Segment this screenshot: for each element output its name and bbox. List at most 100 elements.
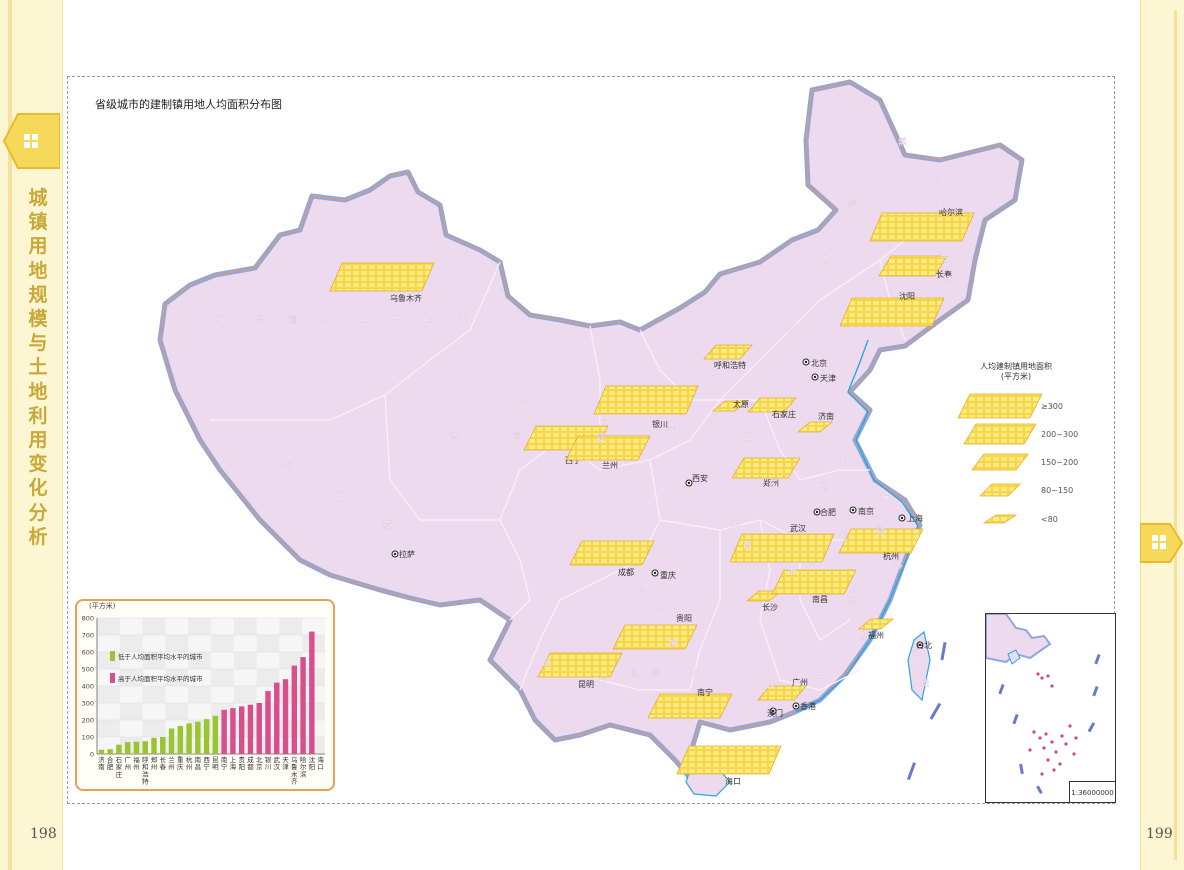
province-char: 内	[820, 253, 829, 265]
city-label: 贵阳	[676, 613, 692, 623]
city-0: 乌鲁木齐	[329, 262, 435, 303]
legend-symbol	[982, 514, 1018, 524]
province-char: 疆	[288, 315, 297, 326]
area-symbol	[838, 528, 924, 554]
city-label: 北京	[811, 358, 827, 368]
city-31: 澳门	[767, 707, 783, 718]
province-char: 东	[690, 667, 699, 679]
plot-checker	[165, 635, 189, 652]
plot-checker	[256, 669, 280, 686]
province-char: 徽	[876, 525, 885, 537]
province-char: 自	[542, 656, 551, 668]
city-26: 福州	[857, 618, 895, 640]
legend-title-text: 人均建制镇用地面积	[980, 362, 1052, 371]
x-tick-label: 肥	[107, 763, 114, 771]
province-char: 山	[709, 375, 718, 386]
capital-dot-center	[851, 508, 855, 512]
city-label: 广州	[792, 677, 808, 687]
plot-checker	[97, 652, 120, 669]
x-tick-label: 川	[265, 763, 272, 771]
bar-12	[203, 719, 210, 754]
province-char: 江	[789, 612, 798, 623]
x-tick-label: 广	[124, 755, 131, 764]
plot-checker	[233, 720, 257, 737]
city-20: 拉萨	[391, 549, 415, 559]
bar-16	[238, 706, 245, 754]
plot-checker	[188, 618, 211, 635]
city-label: 太原	[733, 399, 749, 409]
plot-checker	[119, 703, 143, 720]
area-symbol	[647, 693, 733, 719]
x-tick-label: 上	[230, 755, 237, 764]
province-char: 浙	[788, 565, 797, 577]
province-name-layer: 黑龙江吉林辽宁内蒙古新疆维吾尔自治区甘肃 青海西藏四川宁夏陕西山西河北山东河南湖北…	[213, 137, 952, 691]
city-label: 南京	[858, 506, 874, 516]
city-28: 昆明	[537, 652, 623, 689]
chapter-title: 城镇用地规模与土地利用变化分析	[24, 186, 52, 549]
x-tick-label: 津	[282, 763, 289, 771]
plot-checker	[97, 686, 120, 703]
city-8: 石家庄	[747, 397, 797, 419]
plot-checker	[142, 618, 166, 635]
chapter-title-char: 用	[28, 429, 48, 452]
city-label: 石家庄	[772, 409, 796, 419]
area-symbol	[329, 262, 435, 292]
coastline	[795, 339, 919, 713]
capital-dot-center	[815, 510, 819, 514]
bar-22	[291, 665, 298, 754]
map-legend: ≥300 200~300 150~200 80~150 <80	[957, 393, 1078, 524]
city-2: 长春	[878, 255, 952, 279]
capital-dot-center	[771, 709, 775, 713]
x-tick-label: 石	[116, 756, 123, 764]
bar-23	[300, 657, 306, 754]
plot-checker	[97, 618, 120, 635]
province-char: 州	[638, 587, 647, 598]
province-char: 尔	[392, 314, 401, 326]
per-capita-bar-chart: (平方米)0100200300400500600700800济南合肥石家庄广州福…	[82, 601, 325, 786]
x-tick-label: 京	[256, 762, 263, 771]
city-label: 哈尔滨	[939, 207, 963, 217]
province-char: 宁	[600, 416, 609, 428]
city-label: 台北	[916, 640, 932, 650]
province-char: 北	[786, 378, 795, 389]
area-symbol	[703, 344, 753, 360]
city-24: 南昌	[771, 569, 857, 604]
bar-4	[133, 741, 140, 754]
province-char: 吉	[940, 252, 949, 263]
city-16: 南京	[849, 506, 874, 516]
south-china-sea-inset	[985, 613, 1116, 803]
legend-symbol	[971, 453, 1029, 471]
province-char: 区	[912, 648, 921, 659]
city-25: 贵阳	[612, 613, 698, 650]
bar-5	[142, 741, 148, 754]
city-label: 武汉	[790, 523, 806, 533]
province-char: 新	[258, 314, 267, 326]
legend-label: <80	[1041, 515, 1058, 524]
inset-map	[985, 613, 1101, 794]
city-4: 呼和浩特	[703, 344, 753, 370]
legend-label: 150~200	[1041, 458, 1078, 467]
x-tick-label: 合	[107, 755, 114, 764]
legend-label: 80~150	[1041, 486, 1073, 495]
bar-24	[309, 631, 315, 754]
bar-10	[186, 723, 192, 754]
province-char: 四	[435, 541, 444, 551]
x-tick-label: 和	[142, 762, 149, 771]
x-tick-label: 昌	[195, 763, 202, 771]
city-label: 郑州	[763, 478, 779, 488]
province-char: 维	[322, 314, 331, 326]
city-label: 乌鲁木齐	[390, 293, 422, 303]
x-tick-label: 宁	[221, 762, 228, 771]
province-char: 藏	[383, 519, 392, 531]
area-symbol	[796, 421, 834, 433]
province-char: 甘	[522, 399, 531, 411]
city-6: 天津	[811, 373, 836, 383]
area-symbol	[593, 385, 699, 415]
capital-dot-center	[918, 643, 922, 647]
province-char: 河	[730, 519, 739, 531]
province-char: 陕	[667, 424, 676, 436]
bar-9	[177, 725, 184, 754]
y-tick-label: 100	[82, 734, 94, 742]
chart-legend-swatch	[110, 651, 115, 661]
